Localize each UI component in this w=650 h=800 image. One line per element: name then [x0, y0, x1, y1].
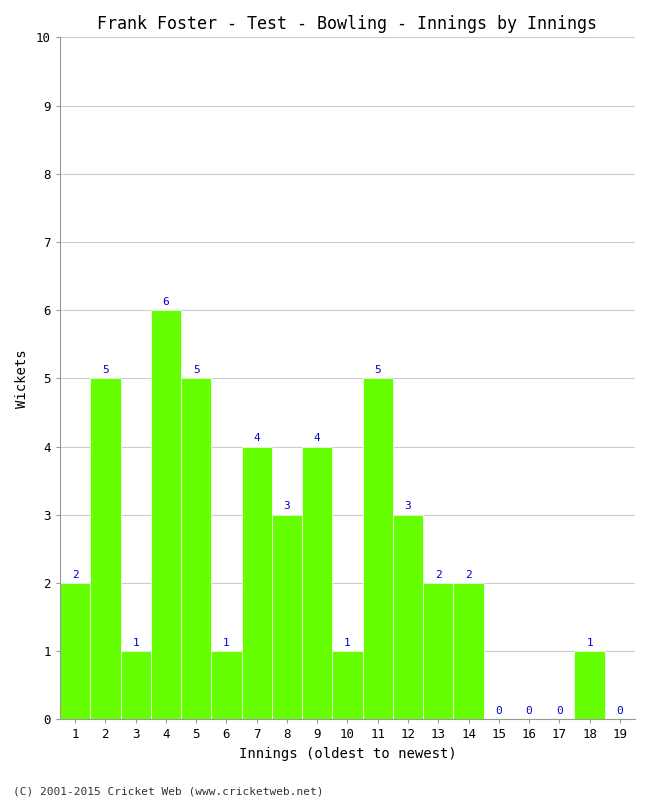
Text: 1: 1 — [132, 638, 139, 648]
Text: 5: 5 — [374, 365, 381, 375]
Bar — [332, 651, 363, 719]
Bar — [90, 378, 120, 719]
Text: 0: 0 — [556, 706, 563, 716]
Text: 0: 0 — [616, 706, 623, 716]
Bar — [60, 583, 90, 719]
Text: 3: 3 — [405, 502, 411, 511]
X-axis label: Innings (oldest to newest): Innings (oldest to newest) — [239, 747, 456, 761]
Bar — [181, 378, 211, 719]
Text: 3: 3 — [283, 502, 291, 511]
Title: Frank Foster - Test - Bowling - Innings by Innings: Frank Foster - Test - Bowling - Innings … — [98, 15, 597, 33]
Text: 4: 4 — [254, 433, 260, 443]
Text: (C) 2001-2015 Cricket Web (www.cricketweb.net): (C) 2001-2015 Cricket Web (www.cricketwe… — [13, 786, 324, 796]
Bar — [393, 514, 423, 719]
Bar — [120, 651, 151, 719]
Bar — [363, 378, 393, 719]
Text: 5: 5 — [193, 365, 200, 375]
Text: 2: 2 — [435, 570, 441, 579]
Text: 4: 4 — [314, 433, 320, 443]
Bar — [211, 651, 242, 719]
Bar — [454, 583, 484, 719]
Y-axis label: Wickets: Wickets — [15, 349, 29, 408]
Text: 1: 1 — [223, 638, 230, 648]
Bar — [423, 583, 454, 719]
Text: 1: 1 — [344, 638, 351, 648]
Text: 5: 5 — [102, 365, 109, 375]
Bar — [272, 514, 302, 719]
Text: 0: 0 — [495, 706, 502, 716]
Bar — [151, 310, 181, 719]
Text: 0: 0 — [526, 706, 532, 716]
Text: 2: 2 — [72, 570, 79, 579]
Text: 1: 1 — [586, 638, 593, 648]
Text: 6: 6 — [162, 297, 169, 306]
Text: 2: 2 — [465, 570, 472, 579]
Bar — [302, 446, 332, 719]
Bar — [242, 446, 272, 719]
Bar — [575, 651, 604, 719]
